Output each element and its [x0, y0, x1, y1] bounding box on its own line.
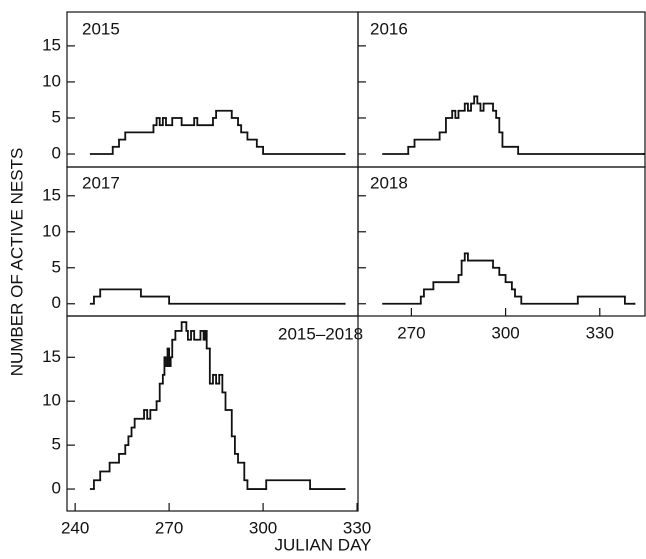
x-axis-label: JULIAN DAY	[275, 535, 372, 554]
x-tick-label: 270	[155, 518, 183, 537]
panel-title: 2017	[82, 173, 120, 192]
panel-frame	[357, 166, 646, 317]
panel-title: 2015	[82, 19, 120, 38]
y-axis-label: NUMBER OF ACTIVE NESTS	[7, 148, 26, 377]
x-tick-label: 270	[397, 323, 425, 342]
x-tick-label: 300	[491, 323, 519, 342]
y-tick-label: 5	[52, 257, 61, 276]
x-tick-label: 330	[586, 323, 614, 342]
x-tick-label: 330	[343, 518, 371, 537]
y-tick-label: 5	[52, 107, 61, 126]
panel-title: 2015–2018	[278, 324, 363, 343]
y-tick-label: 0	[52, 293, 61, 312]
y-tick-label: 15	[42, 35, 61, 54]
y-tick-label: 15	[42, 185, 61, 204]
panel-title: 2018	[370, 173, 408, 192]
x-tick-label: 300	[249, 518, 277, 537]
y-tick-label: 10	[42, 71, 61, 90]
panel-title: 2016	[370, 19, 408, 38]
y-tick-label: 10	[42, 391, 61, 410]
y-tick-label: 0	[52, 479, 61, 498]
panel-frame	[66, 315, 359, 512]
y-tick-label: 0	[52, 144, 61, 163]
y-tick-label: 5	[52, 435, 61, 454]
y-tick-label: 10	[42, 221, 61, 240]
y-tick-label: 15	[42, 347, 61, 366]
x-tick-label: 240	[61, 518, 89, 537]
